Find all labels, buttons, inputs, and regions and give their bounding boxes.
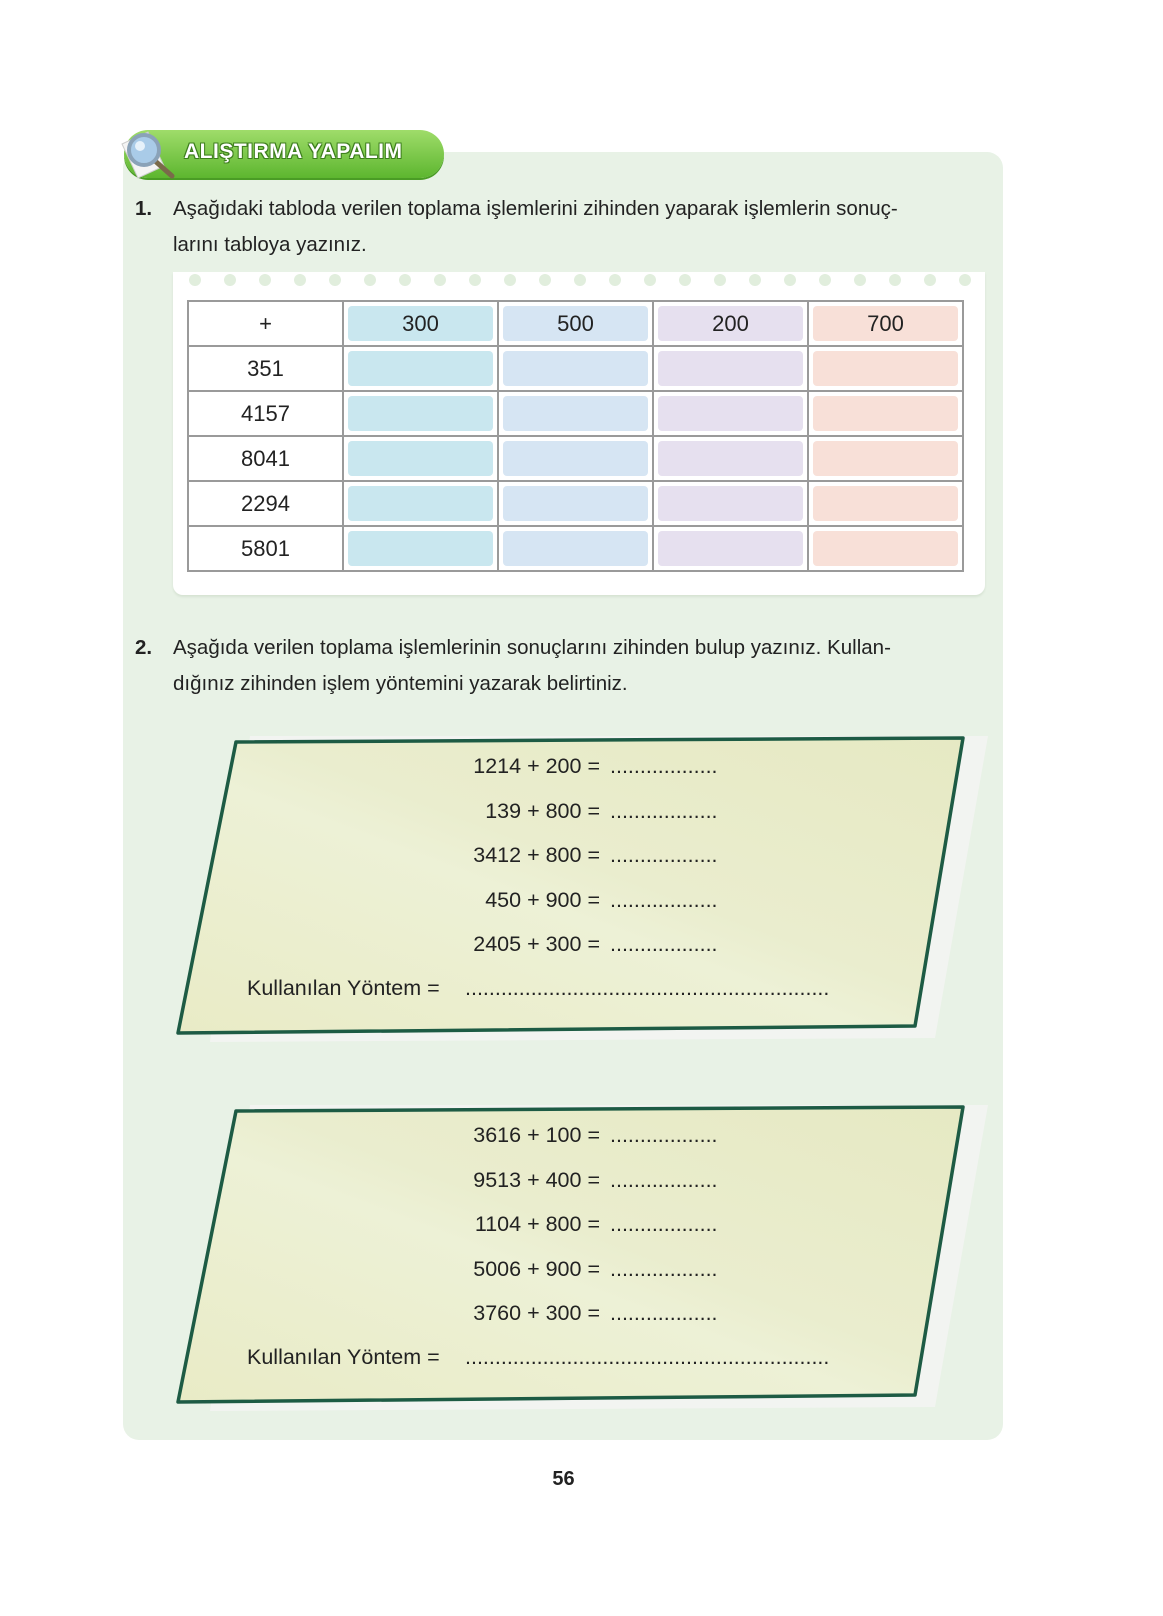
- answer-cell[interactable]: [658, 396, 803, 431]
- paper-hole: [679, 274, 691, 286]
- question-text-line2: larını tabloya yazınız.: [173, 233, 367, 256]
- answer-cell[interactable]: [348, 441, 493, 476]
- answer-cell[interactable]: [813, 441, 958, 476]
- note-card: 3616 + 100 =.................. 9513 + 400…: [0, 1097, 1163, 1427]
- method-label: Kullanılan Yöntem =: [247, 1345, 440, 1369]
- answer-cell[interactable]: [348, 396, 493, 431]
- corner-cell: +: [187, 300, 344, 347]
- paper-hole: [399, 274, 411, 286]
- paper-hole: [574, 274, 586, 286]
- note-paper: [176, 736, 988, 1042]
- column-header: 500: [503, 306, 648, 341]
- method-label: Kullanılan Yöntem =: [247, 976, 440, 1000]
- paper-hole: [189, 274, 201, 286]
- paper-hole: [294, 274, 306, 286]
- answer-blank[interactable]: ..................: [610, 754, 718, 778]
- method-blank[interactable]: ........................................…: [465, 1345, 830, 1369]
- paper-hole: [224, 274, 236, 286]
- answer-blank[interactable]: ..................: [610, 798, 718, 823]
- row-header: 4157: [187, 390, 344, 437]
- answer-cell[interactable]: [503, 351, 648, 386]
- answer-blank[interactable]: ..................: [610, 887, 718, 912]
- answer-cell[interactable]: [813, 351, 958, 386]
- answer-cell[interactable]: [813, 486, 958, 521]
- note-paper: [176, 1105, 988, 1411]
- answer-blank[interactable]: ..................: [610, 1123, 718, 1147]
- answer-cell[interactable]: [503, 531, 648, 566]
- paper-hole: [784, 274, 796, 286]
- paper-hole: [504, 274, 516, 286]
- answer-blank[interactable]: ..................: [610, 1301, 718, 1325]
- answer-cell[interactable]: [658, 351, 803, 386]
- method-blank[interactable]: ........................................…: [465, 976, 830, 1000]
- answer-cell[interactable]: [503, 486, 648, 521]
- table-row: 2294: [187, 480, 964, 527]
- section-banner: ALIŞTIRMA YAPALIM: [124, 130, 444, 178]
- answer-blank[interactable]: ..................: [610, 1212, 718, 1236]
- answer-cell[interactable]: [658, 441, 803, 476]
- table-header-row: + 300 500 200 700: [187, 300, 964, 347]
- magnifier-icon: [121, 131, 175, 179]
- page-number: 56: [552, 1468, 575, 1490]
- column-header: 700: [813, 306, 958, 341]
- question-2: 2. Aşağıda verilen toplama işlemlerinin …: [135, 630, 995, 702]
- table-row: 8041: [187, 435, 964, 482]
- answer-blank[interactable]: ..................: [610, 843, 718, 867]
- paper-hole: [434, 274, 446, 286]
- answer-cell[interactable]: [503, 396, 648, 431]
- row-header: 351: [187, 345, 344, 392]
- answer-blank[interactable]: ..................: [610, 1167, 718, 1192]
- paper-hole: [959, 274, 971, 286]
- paper-hole: [924, 274, 936, 286]
- paper-hole: [364, 274, 376, 286]
- answer-blank[interactable]: ..................: [610, 1256, 718, 1281]
- question-1: 1. Aşağıdaki tabloda verilen toplama işl…: [135, 191, 995, 263]
- paper-hole: [539, 274, 551, 286]
- answer-cell[interactable]: [813, 396, 958, 431]
- note-card: 1214 + 200 =.................. 139 + 800 …: [0, 728, 1163, 1058]
- answer-cell[interactable]: [658, 486, 803, 521]
- answer-cell[interactable]: [813, 531, 958, 566]
- answer-cell[interactable]: [348, 531, 493, 566]
- banner-title: ALIŞTIRMA YAPALIM: [184, 140, 403, 163]
- paper-hole: [819, 274, 831, 286]
- column-header: 200: [658, 306, 803, 341]
- question-text-line1: Aşağıda verilen toplama işlemlerinin son…: [173, 636, 891, 659]
- answer-blank[interactable]: ..................: [610, 932, 718, 956]
- paper-hole: [889, 274, 901, 286]
- answer-cell[interactable]: [348, 351, 493, 386]
- addition-table-card: + 300 500 200 700 351 4157 8041 2294 5801: [173, 272, 985, 595]
- question-text-line2: dığınız zihinden işlem yöntemini yazarak…: [173, 672, 628, 695]
- row-header: 8041: [187, 435, 344, 482]
- paper-hole: [749, 274, 761, 286]
- paper-hole: [644, 274, 656, 286]
- answer-cell[interactable]: [658, 531, 803, 566]
- paper-hole: [329, 274, 341, 286]
- paper-hole: [469, 274, 481, 286]
- table-row: 5801: [187, 525, 964, 572]
- paper-hole: [259, 274, 271, 286]
- paper-hole: [609, 274, 621, 286]
- question-text-line1: Aşağıdaki tabloda verilen toplama işleml…: [173, 197, 898, 220]
- table-row: 351: [187, 345, 964, 392]
- paper-hole: [854, 274, 866, 286]
- table-row: 4157: [187, 390, 964, 437]
- paper-hole: [714, 274, 726, 286]
- column-header: 300: [348, 306, 493, 341]
- question-number: 2.: [135, 636, 153, 659]
- answer-cell[interactable]: [348, 486, 493, 521]
- addition-table: + 300 500 200 700 351 4157 8041 2294 5801: [187, 300, 964, 572]
- question-number: 1.: [135, 197, 153, 220]
- row-header: 5801: [187, 525, 344, 572]
- answer-cell[interactable]: [503, 441, 648, 476]
- row-header: 2294: [187, 480, 344, 527]
